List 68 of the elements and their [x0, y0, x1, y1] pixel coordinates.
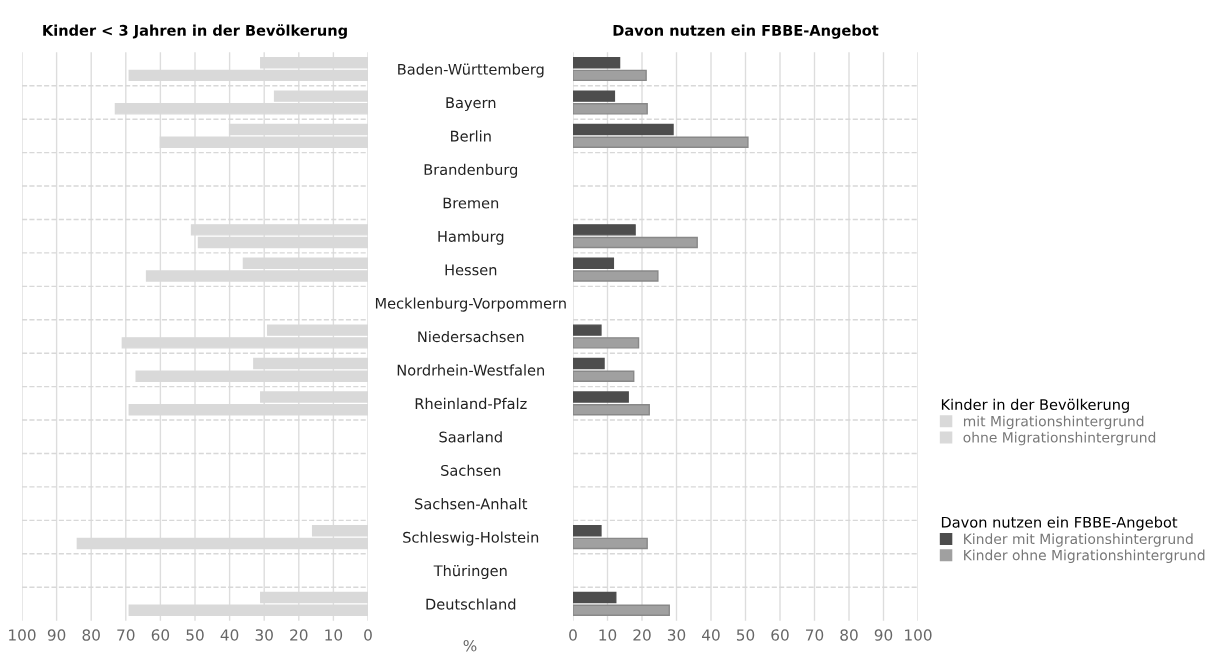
bar [573, 224, 636, 236]
bar [573, 370, 635, 382]
y-tick-label: Mecklenburg-Vorpommern [375, 297, 566, 312]
y-tick-label: Hessen [445, 264, 497, 276]
y-tick-label: Hamburg [438, 230, 504, 245]
bar [573, 591, 617, 604]
bar [573, 525, 602, 537]
legend-label: mit Migrationshintergrund [963, 415, 1144, 430]
x-tick-label: 50 [736, 629, 755, 641]
chart-title: Kinder < 3 Jahren in der Bevölkerung [43, 24, 347, 39]
x-tick-label: 60 [151, 629, 170, 641]
bar [573, 270, 659, 282]
legend-title: Kinder in der Bevölkerung [941, 398, 1129, 413]
bar [573, 56, 621, 69]
text: % [463, 639, 477, 652]
bar [573, 324, 602, 336]
y-tick-label: Baden-Württemberg [398, 63, 544, 78]
chart-title: Davon nutzen ein FBBE-Angebot [613, 24, 879, 39]
bar [573, 123, 674, 136]
y-tick-label: Sachsen-Anhalt [415, 498, 528, 510]
bar [573, 90, 616, 102]
y-tick-label: Deutschland [426, 598, 516, 610]
x-tick-label: 70 [806, 629, 824, 641]
x-tick-label: 30 [255, 629, 273, 641]
x-tick-label: 70 [117, 629, 135, 641]
legend-title: Davon nutzen ein FBBE-Angebot [941, 516, 1178, 531]
legend-label: Kinder ohne Migrationshintergrund [964, 549, 1205, 564]
y-tick-label: Berlin [451, 130, 491, 142]
y-tick-label: Thüringen [433, 564, 507, 580]
x-tick-label: 100 [905, 629, 932, 641]
y-tick-label: Schleswig-Holstein [403, 531, 539, 546]
bar [573, 136, 749, 148]
bar [573, 604, 670, 616]
y-tick-label: Nordrhein-Westfalen [397, 364, 545, 376]
x-tick-label: 20 [633, 629, 651, 641]
x-tick-label: 40 [220, 629, 239, 641]
bar [573, 537, 648, 550]
x-tick-label: 100 [9, 629, 36, 641]
x-tick-label: 80 [82, 629, 100, 641]
bar [573, 337, 640, 349]
x-tick-label: 90 [47, 629, 66, 641]
bar [573, 236, 698, 249]
y-tick-label: Brandenburg [424, 163, 518, 178]
y-tick-label: Sachsen [441, 464, 501, 476]
bar [573, 103, 648, 115]
x-tick-label: 80 [840, 629, 858, 641]
x-tick-label: 0 [569, 629, 577, 641]
y-tick-label: Rheinland-Pfalz [415, 397, 527, 410]
x-tick-label: 20 [290, 629, 308, 641]
x-tick-label: 60 [771, 629, 789, 641]
bar [573, 69, 647, 82]
legend-label: ohne Migrationshintergrund [963, 431, 1156, 446]
x-tick-label: 30 [667, 629, 686, 641]
bar [573, 357, 605, 370]
bar [573, 391, 629, 403]
x-tick-label: 50 [186, 629, 204, 641]
bar [573, 403, 650, 416]
y-tick-label: Bremen [443, 197, 499, 209]
x-tick-label: 0 [364, 629, 372, 641]
y-tick-label: Niedersachsen [418, 330, 524, 343]
x-tick-label: 40 [702, 629, 720, 641]
y-tick-label: Bayern [446, 97, 496, 112]
bar [573, 257, 615, 269]
legend-label: Kinder mit Migrationshintergrund [964, 533, 1193, 547]
x-tick-label: 10 [599, 629, 617, 641]
y-tick-label: Saarland [439, 431, 502, 443]
x-tick-label: 90 [874, 629, 893, 641]
x-tick-label: 10 [325, 629, 343, 641]
